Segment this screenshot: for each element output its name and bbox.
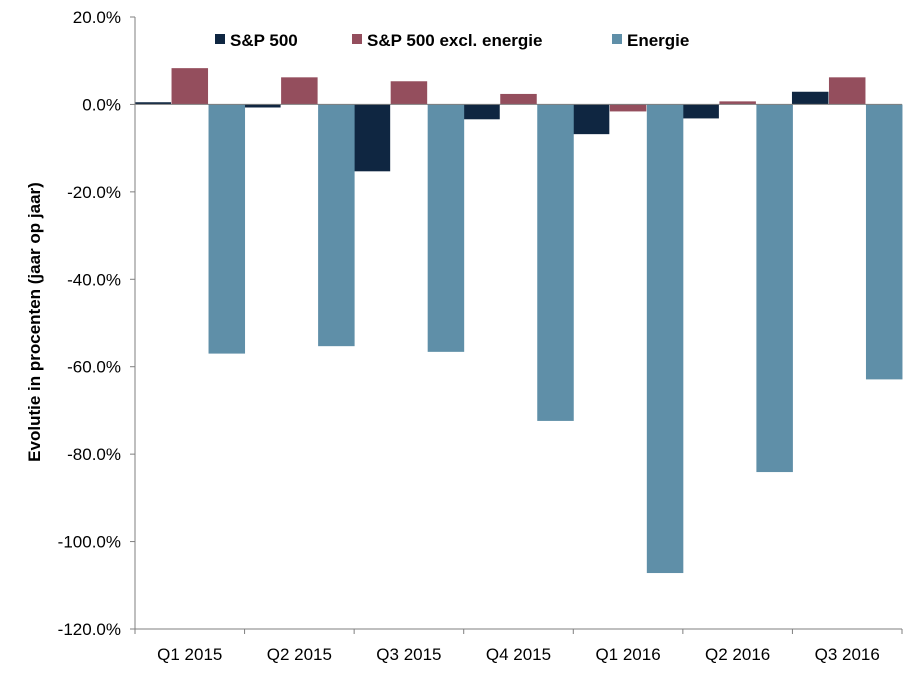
bar-s-p-500-q3-2015 bbox=[353, 104, 391, 172]
bar-s-p-500-excl-energie-q4-2015 bbox=[500, 93, 537, 105]
legend-swatch bbox=[352, 34, 362, 44]
legend-label: Energie bbox=[627, 31, 689, 50]
legend: S&P 500 S&P 500 excl. energie Energie bbox=[215, 31, 689, 50]
bar-s-p-500-excl-energie-q2-2015 bbox=[281, 77, 318, 105]
bar-s-p-500-q2-2015 bbox=[244, 104, 281, 108]
bar-energie-q3-2015 bbox=[427, 104, 465, 352]
x-category-label: Q1 2016 bbox=[595, 645, 660, 664]
bar-s-p-500-excl-energie-q1-2015 bbox=[171, 68, 209, 105]
y-tick-label: 0.0% bbox=[82, 95, 121, 114]
y-tick-label: -120.0% bbox=[58, 620, 121, 639]
bar-s-p-500-q1-2016 bbox=[572, 104, 610, 135]
y-tick-label: -100.0% bbox=[58, 533, 121, 552]
legend-swatch bbox=[612, 34, 622, 44]
bar-s-p-500-excl-energie-q3-2015 bbox=[390, 81, 428, 105]
bar-s-p-500-q2-2016 bbox=[682, 104, 719, 119]
bar-s-p-500-excl-energie-q3-2016 bbox=[828, 77, 866, 105]
y-axis-label: Evolutie in procenten (jaar op jaar) bbox=[25, 182, 44, 462]
y-tick-label: -20.0% bbox=[67, 183, 121, 202]
bar-energie-q4-2015 bbox=[537, 104, 574, 421]
y-tick-label: 20.0% bbox=[73, 8, 121, 27]
x-category-label: Q2 2015 bbox=[267, 645, 332, 664]
bar-energie-q3-2016 bbox=[865, 104, 903, 380]
y-tick-label: -40.0% bbox=[67, 270, 121, 289]
bar-s-p-500-excl-energie-q2-2016 bbox=[719, 101, 756, 105]
x-category-label: Q2 2016 bbox=[705, 645, 770, 664]
x-category-label: Q3 2016 bbox=[815, 645, 880, 664]
bar-s-p-500-q3-2016 bbox=[791, 91, 829, 105]
x-category-label: Q3 2015 bbox=[376, 645, 441, 664]
bar-s-p-500-excl-energie-q1-2016 bbox=[609, 104, 647, 112]
legend-swatch bbox=[215, 34, 225, 44]
bar-energie-q2-2015 bbox=[318, 104, 355, 347]
x-category-label: Q1 2015 bbox=[157, 645, 222, 664]
axes: 20.0% 0.0% -20.0% -40.0% -60.0% -80.0% -100.0%… bbox=[58, 8, 903, 664]
plot-area bbox=[134, 68, 903, 574]
bar-s-p-500-q1-2015 bbox=[134, 102, 172, 105]
x-category-label: Q4 2015 bbox=[486, 645, 551, 664]
y-tick-label: -80.0% bbox=[67, 445, 121, 464]
y-tick-label: -60.0% bbox=[67, 358, 121, 377]
legend-label: S&P 500 bbox=[230, 31, 298, 50]
legend-label: S&P 500 excl. energie bbox=[367, 31, 542, 50]
bar-s-p-500-q4-2015 bbox=[463, 104, 500, 120]
bar-energie-q1-2015 bbox=[208, 104, 246, 354]
bar-energie-q1-2016 bbox=[646, 104, 684, 574]
bar-energie-q2-2016 bbox=[756, 104, 793, 473]
